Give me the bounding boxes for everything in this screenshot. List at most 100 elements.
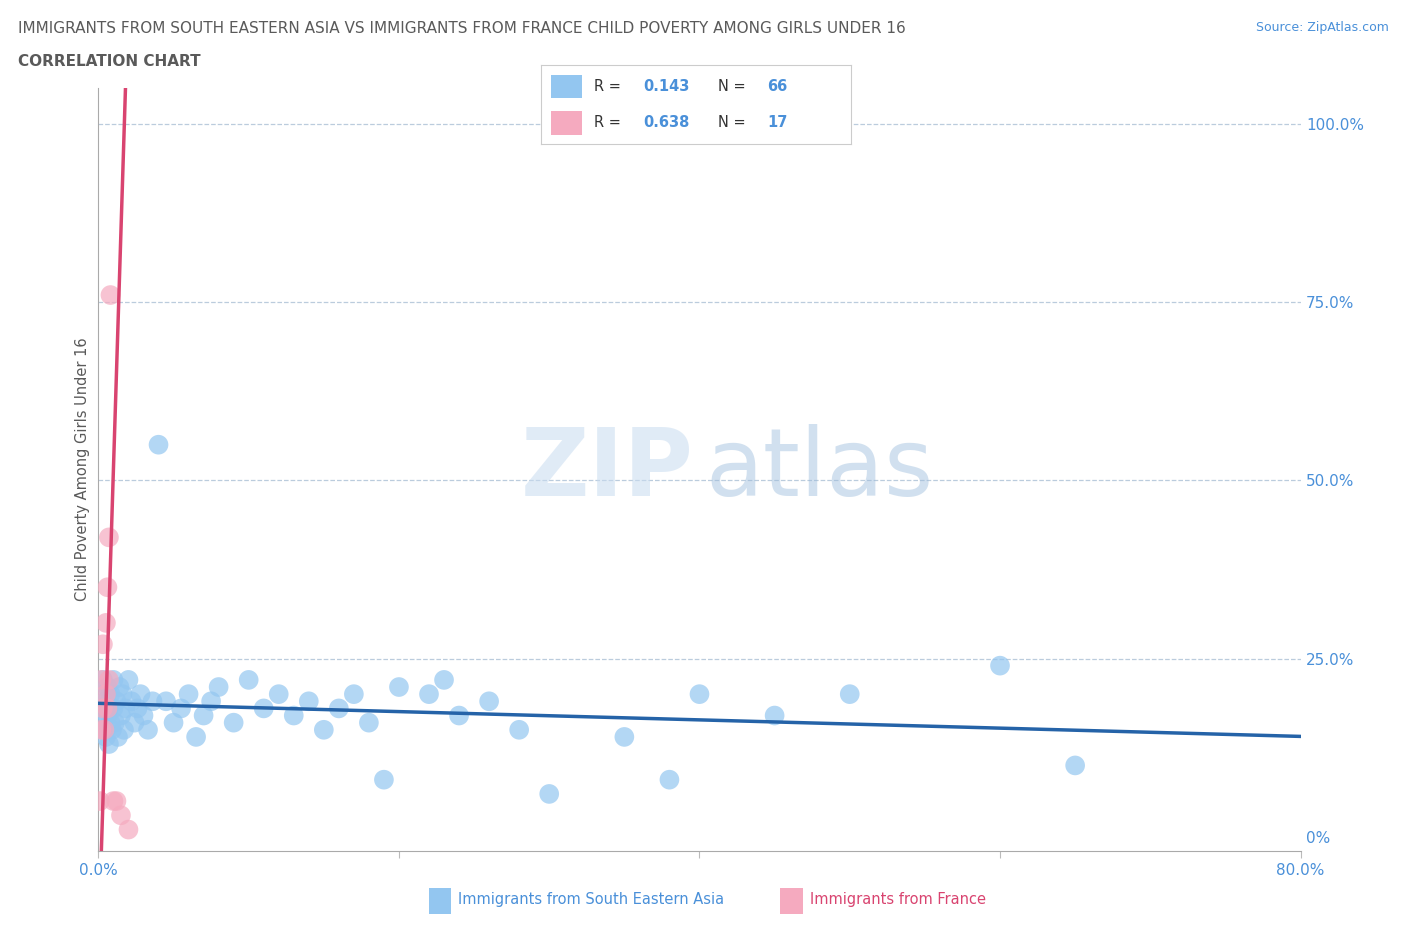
Point xyxy=(96,708,118,723)
Y-axis label: Child Poverty Among Girls Under 16: Child Poverty Among Girls Under 16 xyxy=(75,338,90,602)
Text: Immigrants from South Eastern Asia: Immigrants from South Eastern Asia xyxy=(458,892,724,907)
Point xyxy=(508,723,530,737)
Point xyxy=(97,737,120,751)
Point xyxy=(117,822,139,837)
Point xyxy=(121,694,143,709)
Point xyxy=(96,680,118,695)
Point xyxy=(94,686,117,701)
Point xyxy=(373,772,395,787)
Point xyxy=(89,793,111,808)
Text: Source: ZipAtlas.com: Source: ZipAtlas.com xyxy=(1256,21,1389,34)
Point xyxy=(155,694,177,709)
Text: R =: R = xyxy=(593,115,626,130)
Text: atlas: atlas xyxy=(706,424,934,515)
Point xyxy=(107,729,129,744)
Point xyxy=(124,715,146,730)
Point xyxy=(91,637,114,652)
Point xyxy=(388,680,411,695)
Point xyxy=(103,793,125,808)
Point xyxy=(658,772,681,787)
Point xyxy=(93,723,115,737)
Point xyxy=(96,579,118,594)
Point xyxy=(447,708,470,723)
Point xyxy=(100,686,122,701)
Point xyxy=(108,680,131,695)
Point xyxy=(117,672,139,687)
Point xyxy=(136,723,159,737)
Point xyxy=(1064,758,1087,773)
Point xyxy=(298,694,321,709)
Point xyxy=(104,715,127,730)
Point xyxy=(418,686,440,701)
Point xyxy=(91,672,114,687)
Text: ZIP: ZIP xyxy=(520,424,693,515)
Point xyxy=(141,694,163,709)
Point xyxy=(312,723,335,737)
Point xyxy=(101,723,124,737)
Point xyxy=(433,672,456,687)
Point xyxy=(93,686,115,701)
Text: Immigrants from France: Immigrants from France xyxy=(810,892,986,907)
Point xyxy=(93,723,115,737)
Point xyxy=(94,729,117,744)
Text: 0.143: 0.143 xyxy=(644,79,690,94)
Point xyxy=(689,686,711,701)
Point xyxy=(193,708,215,723)
Point xyxy=(478,694,501,709)
Point xyxy=(90,672,112,687)
Point xyxy=(343,686,366,701)
Point xyxy=(97,672,120,687)
Point xyxy=(148,437,170,452)
Point xyxy=(105,793,128,808)
Text: 66: 66 xyxy=(768,79,787,94)
Point xyxy=(208,680,231,695)
Text: N =: N = xyxy=(717,115,749,130)
FancyBboxPatch shape xyxy=(551,111,582,135)
Point xyxy=(613,729,636,744)
Point xyxy=(90,701,112,716)
Point xyxy=(170,701,193,716)
Text: 0.638: 0.638 xyxy=(644,115,690,130)
Point xyxy=(91,701,114,716)
Point xyxy=(103,672,125,687)
Point xyxy=(97,530,120,545)
Text: 17: 17 xyxy=(768,115,787,130)
FancyBboxPatch shape xyxy=(551,74,582,99)
Point xyxy=(988,658,1011,673)
Point xyxy=(184,729,207,744)
Point xyxy=(253,701,276,716)
Point xyxy=(105,694,128,709)
Point xyxy=(103,701,125,716)
Point xyxy=(267,686,290,701)
Point xyxy=(112,723,135,737)
Point xyxy=(222,715,245,730)
Point xyxy=(127,701,149,716)
Point xyxy=(200,694,222,709)
Point xyxy=(110,808,132,823)
Point xyxy=(100,715,122,730)
Point xyxy=(94,616,117,631)
Point xyxy=(162,715,184,730)
Point xyxy=(328,701,350,716)
Point xyxy=(90,723,112,737)
Point xyxy=(111,686,134,701)
Point xyxy=(238,672,260,687)
Point xyxy=(538,787,561,802)
Point xyxy=(110,708,132,723)
Point xyxy=(283,708,305,723)
Point xyxy=(838,686,860,701)
Point xyxy=(97,701,120,716)
Text: CORRELATION CHART: CORRELATION CHART xyxy=(18,54,201,69)
Point xyxy=(114,701,136,716)
Point xyxy=(357,715,380,730)
Point xyxy=(132,708,155,723)
Point xyxy=(763,708,786,723)
Point xyxy=(100,287,122,302)
Point xyxy=(91,715,114,730)
Point xyxy=(94,694,117,709)
Point xyxy=(177,686,200,701)
Text: IMMIGRANTS FROM SOUTH EASTERN ASIA VS IMMIGRANTS FROM FRANCE CHILD POVERTY AMONG: IMMIGRANTS FROM SOUTH EASTERN ASIA VS IM… xyxy=(18,21,905,36)
Text: N =: N = xyxy=(717,79,749,94)
Point xyxy=(129,686,152,701)
Text: R =: R = xyxy=(593,79,626,94)
